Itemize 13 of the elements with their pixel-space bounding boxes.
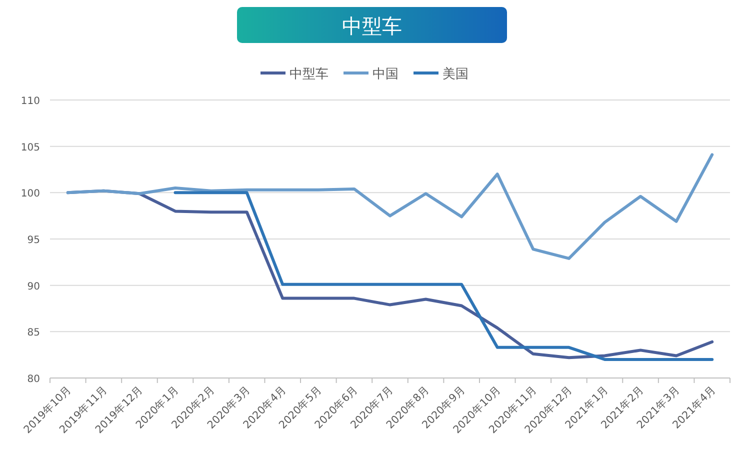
- legend-label: 美国: [442, 66, 468, 82]
- y-tick-label: 100: [20, 188, 40, 200]
- y-tick-label: 80: [27, 374, 40, 385]
- y-tick-label: 105: [20, 142, 40, 154]
- y-tick-label: 110: [20, 96, 40, 107]
- legend-label: 中型车: [290, 67, 328, 82]
- line-series: [66, 153, 714, 260]
- legend-label: 中国: [372, 67, 398, 82]
- chart-title: 中型车: [342, 14, 402, 38]
- y-tick-label: 85: [27, 328, 40, 339]
- y-tick-label: 90: [27, 281, 40, 292]
- y-tick-label: 95: [27, 235, 40, 246]
- line-series: [174, 191, 714, 361]
